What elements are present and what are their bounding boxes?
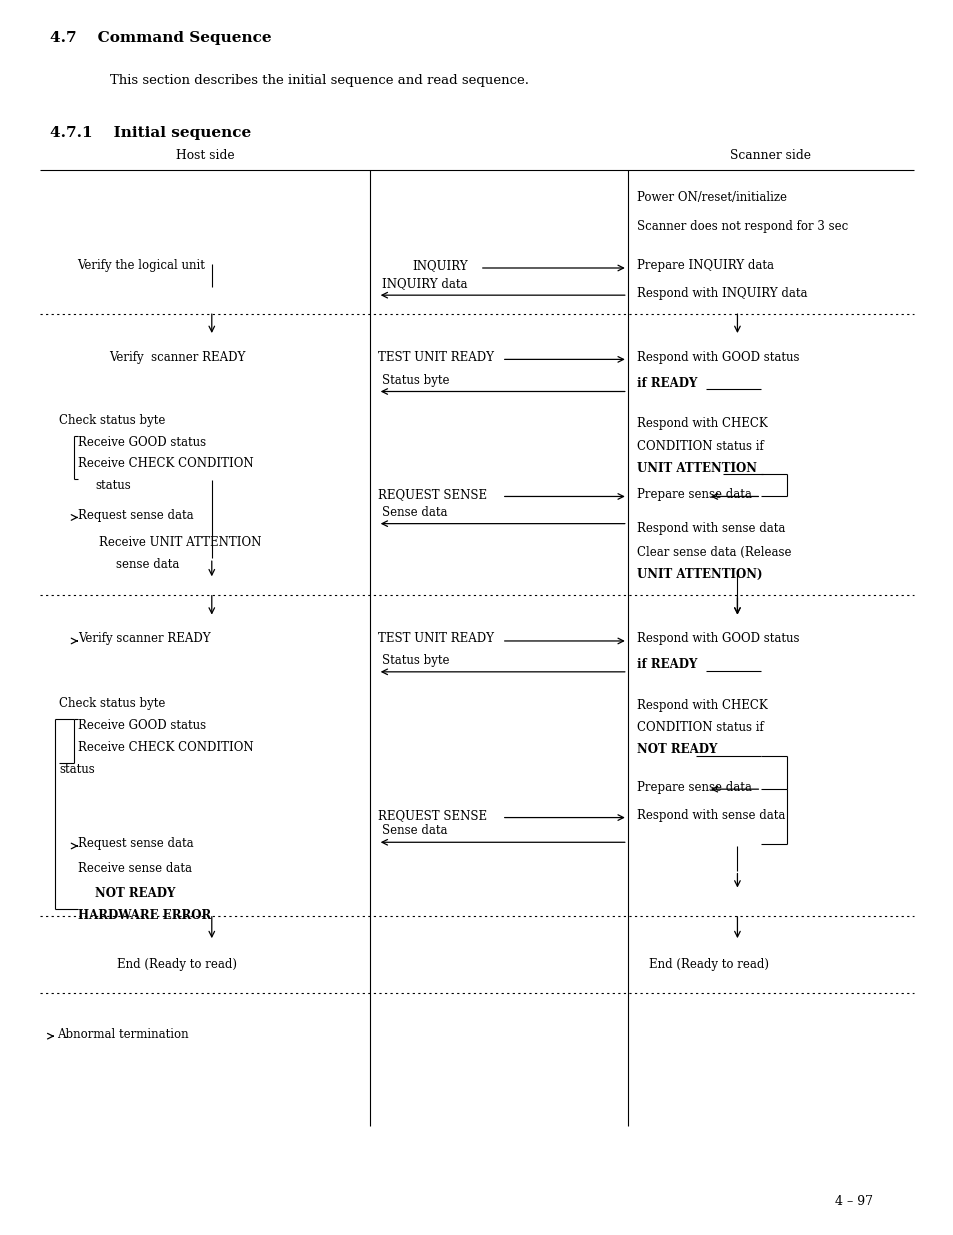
Text: Respond with GOOD status: Respond with GOOD status: [637, 632, 799, 646]
Text: Respond with CHECK: Respond with CHECK: [637, 417, 767, 431]
Text: Status byte: Status byte: [381, 373, 449, 387]
Text: Prepare sense data: Prepare sense data: [637, 781, 751, 794]
Text: Sense data: Sense data: [381, 505, 447, 519]
Text: REQUEST SENSE: REQUEST SENSE: [377, 488, 486, 501]
Text: HARDWARE ERROR: HARDWARE ERROR: [78, 909, 212, 923]
Text: NOT READY: NOT READY: [637, 743, 717, 757]
Text: Request sense data: Request sense data: [78, 837, 193, 851]
Text: 4 – 97: 4 – 97: [834, 1194, 872, 1208]
Text: Scanner does not respond for 3 sec: Scanner does not respond for 3 sec: [637, 220, 847, 233]
Text: Check status byte: Check status byte: [59, 414, 166, 427]
Text: Receive UNIT ATTENTION: Receive UNIT ATTENTION: [99, 536, 261, 550]
Text: sense data: sense data: [116, 558, 179, 572]
Text: REQUEST SENSE: REQUEST SENSE: [377, 809, 486, 823]
Text: UNIT ATTENTION): UNIT ATTENTION): [637, 568, 762, 582]
Text: CONDITION status if: CONDITION status if: [637, 440, 763, 453]
Text: 4.7    Command Sequence: 4.7 Command Sequence: [50, 31, 271, 44]
Text: Clear sense data (Release: Clear sense data (Release: [637, 546, 791, 559]
Text: Respond with INQUIRY data: Respond with INQUIRY data: [637, 287, 807, 300]
Text: CONDITION status if: CONDITION status if: [637, 721, 763, 735]
Text: INQUIRY: INQUIRY: [412, 259, 467, 273]
Text: End (Ready to read): End (Ready to read): [648, 958, 768, 972]
Text: Host side: Host side: [175, 148, 234, 162]
Text: Respond with CHECK: Respond with CHECK: [637, 699, 767, 713]
Text: Power ON/reset/initialize: Power ON/reset/initialize: [637, 191, 786, 205]
Text: Receive sense data: Receive sense data: [78, 862, 192, 876]
Text: Verify scanner READY: Verify scanner READY: [78, 632, 211, 646]
Text: 4.7.1    Initial sequence: 4.7.1 Initial sequence: [50, 126, 251, 140]
Text: Respond with GOOD status: Respond with GOOD status: [637, 351, 799, 364]
Text: Scanner side: Scanner side: [730, 148, 810, 162]
Text: Status byte: Status byte: [381, 653, 449, 667]
Text: Respond with sense data: Respond with sense data: [637, 809, 785, 823]
Text: Check status byte: Check status byte: [59, 697, 166, 710]
Text: status: status: [95, 479, 131, 493]
Text: Verify the logical unit: Verify the logical unit: [77, 259, 205, 273]
Text: Receive GOOD status: Receive GOOD status: [78, 436, 206, 450]
Text: INQUIRY data: INQUIRY data: [381, 277, 467, 290]
Text: Verify  scanner READY: Verify scanner READY: [110, 351, 245, 364]
Text: Sense data: Sense data: [381, 824, 447, 837]
Text: Receive CHECK CONDITION: Receive CHECK CONDITION: [78, 741, 253, 755]
Text: Request sense data: Request sense data: [78, 509, 193, 522]
Text: UNIT ATTENTION: UNIT ATTENTION: [637, 462, 757, 475]
Text: if READY: if READY: [637, 377, 697, 390]
Text: This section describes the initial sequence and read sequence.: This section describes the initial seque…: [110, 74, 528, 88]
Text: TEST UNIT READY: TEST UNIT READY: [377, 351, 494, 364]
Text: End (Ready to read): End (Ready to read): [117, 958, 237, 972]
Text: NOT READY: NOT READY: [95, 887, 175, 900]
Text: status: status: [59, 763, 94, 777]
Text: Receive CHECK CONDITION: Receive CHECK CONDITION: [78, 457, 253, 471]
Text: if READY: if READY: [637, 658, 697, 672]
Text: Prepare INQUIRY data: Prepare INQUIRY data: [637, 259, 774, 273]
Text: TEST UNIT READY: TEST UNIT READY: [377, 632, 494, 646]
Text: Abnormal termination: Abnormal termination: [57, 1028, 189, 1041]
Text: Respond with sense data: Respond with sense data: [637, 522, 785, 536]
Text: Prepare sense data: Prepare sense data: [637, 488, 751, 501]
Text: Receive GOOD status: Receive GOOD status: [78, 719, 206, 732]
